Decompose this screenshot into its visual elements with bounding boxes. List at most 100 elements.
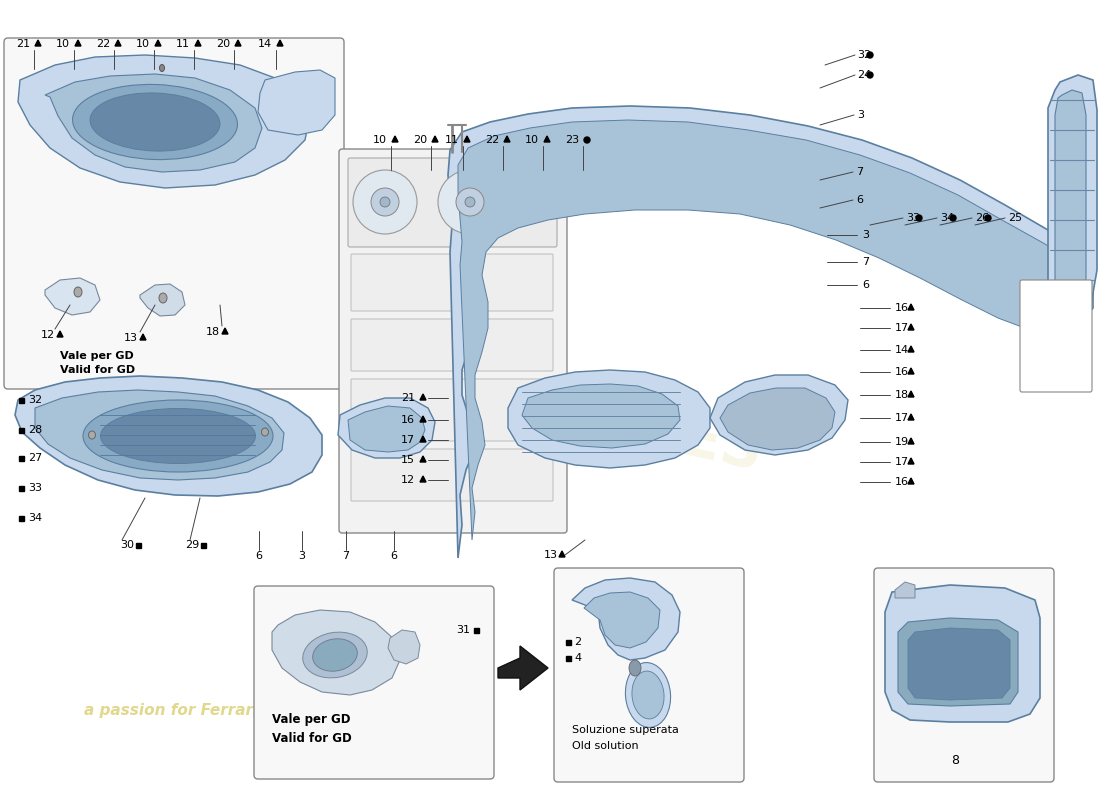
Polygon shape <box>886 585 1040 722</box>
FancyBboxPatch shape <box>348 158 557 247</box>
Text: 11: 11 <box>176 39 190 49</box>
Circle shape <box>916 215 922 221</box>
Polygon shape <box>908 628 1010 700</box>
Text: 26: 26 <box>975 213 989 223</box>
Polygon shape <box>895 582 915 598</box>
Polygon shape <box>195 40 201 46</box>
Text: Vale per GD: Vale per GD <box>60 351 134 361</box>
Text: 6: 6 <box>255 551 262 561</box>
FancyBboxPatch shape <box>4 38 344 389</box>
Ellipse shape <box>82 400 273 472</box>
Polygon shape <box>908 368 914 374</box>
Text: 21: 21 <box>400 393 415 403</box>
Polygon shape <box>908 458 914 464</box>
Text: EUROSPARES: EUROSPARES <box>332 337 768 483</box>
Polygon shape <box>522 384 680 448</box>
Text: 17: 17 <box>400 435 415 445</box>
Ellipse shape <box>312 638 358 671</box>
Polygon shape <box>1048 75 1097 322</box>
Circle shape <box>456 188 484 216</box>
Polygon shape <box>710 375 848 455</box>
Text: 21: 21 <box>15 39 30 49</box>
Text: 10: 10 <box>136 39 150 49</box>
Polygon shape <box>258 70 336 135</box>
FancyBboxPatch shape <box>351 254 553 311</box>
Text: Soluzione superata: Soluzione superata <box>572 725 679 735</box>
Polygon shape <box>15 376 322 496</box>
Bar <box>19 427 23 433</box>
Text: 31: 31 <box>456 625 470 635</box>
Polygon shape <box>35 390 284 480</box>
Text: 19: 19 <box>895 437 909 447</box>
Text: a passion for Ferrari since 1985: a passion for Ferrari since 1985 <box>84 702 356 718</box>
Text: 34: 34 <box>940 213 954 223</box>
Polygon shape <box>140 334 146 340</box>
Text: 32: 32 <box>28 395 42 405</box>
Text: 17: 17 <box>895 413 909 423</box>
Bar <box>135 542 141 547</box>
Ellipse shape <box>629 660 641 676</box>
Ellipse shape <box>160 65 165 71</box>
Polygon shape <box>45 74 262 172</box>
Ellipse shape <box>90 93 220 151</box>
Text: 20: 20 <box>412 135 427 145</box>
Text: 7: 7 <box>862 257 869 267</box>
Text: 16: 16 <box>402 415 415 425</box>
Polygon shape <box>908 324 914 330</box>
Text: = 9: = 9 <box>1042 355 1063 369</box>
FancyBboxPatch shape <box>351 449 553 501</box>
Text: 17: 17 <box>895 323 909 333</box>
Text: 3: 3 <box>862 230 869 240</box>
Polygon shape <box>222 328 228 334</box>
Circle shape <box>950 215 956 221</box>
Circle shape <box>379 197 390 207</box>
Polygon shape <box>420 436 426 442</box>
Circle shape <box>867 72 873 78</box>
Polygon shape <box>458 120 1088 540</box>
Bar <box>19 515 23 521</box>
Text: 28: 28 <box>28 425 42 435</box>
Polygon shape <box>432 136 438 142</box>
Polygon shape <box>908 478 914 484</box>
Text: 12: 12 <box>400 475 415 485</box>
Polygon shape <box>448 106 1093 558</box>
FancyBboxPatch shape <box>254 586 494 779</box>
Text: 3: 3 <box>857 110 864 120</box>
Polygon shape <box>508 370 710 468</box>
Text: 2: 2 <box>574 637 581 647</box>
Text: 13: 13 <box>124 333 138 343</box>
Text: 22: 22 <box>485 135 499 145</box>
Text: 17: 17 <box>895 457 909 467</box>
Text: 18: 18 <box>895 390 909 400</box>
FancyBboxPatch shape <box>1020 280 1092 392</box>
Ellipse shape <box>160 293 167 303</box>
Polygon shape <box>57 331 63 337</box>
Polygon shape <box>908 346 914 352</box>
Text: 27: 27 <box>28 453 42 463</box>
Ellipse shape <box>626 662 671 727</box>
Polygon shape <box>420 476 426 482</box>
Text: 16: 16 <box>895 303 909 313</box>
Polygon shape <box>338 398 434 458</box>
Text: 32: 32 <box>857 50 871 60</box>
Text: 7: 7 <box>856 167 864 177</box>
Text: 10: 10 <box>525 135 539 145</box>
FancyBboxPatch shape <box>351 319 553 371</box>
Polygon shape <box>464 136 470 142</box>
Text: 15: 15 <box>402 455 415 465</box>
FancyBboxPatch shape <box>1024 352 1088 379</box>
Text: 11: 11 <box>446 135 459 145</box>
Polygon shape <box>35 40 41 46</box>
Polygon shape <box>908 414 914 420</box>
Bar <box>473 627 478 633</box>
Ellipse shape <box>74 287 82 297</box>
Polygon shape <box>908 304 914 310</box>
Text: 14: 14 <box>895 345 909 355</box>
Circle shape <box>584 137 590 143</box>
Polygon shape <box>898 618 1018 706</box>
Text: 8: 8 <box>952 754 959 766</box>
FancyBboxPatch shape <box>874 568 1054 782</box>
Polygon shape <box>155 40 161 46</box>
FancyBboxPatch shape <box>339 149 566 533</box>
Text: 30: 30 <box>120 540 134 550</box>
